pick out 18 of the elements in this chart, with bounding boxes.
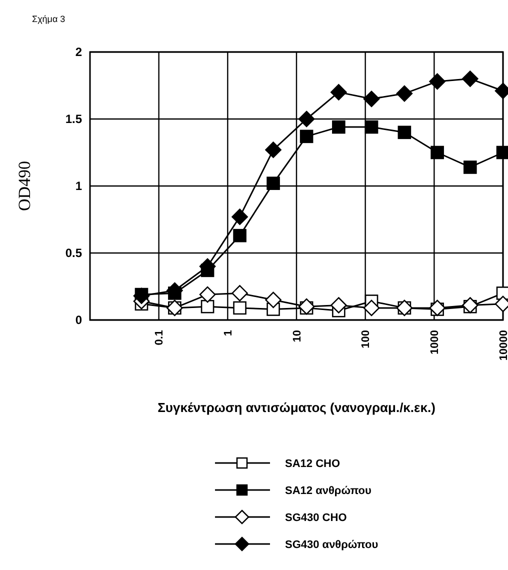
x-tick-label: 100 (360, 330, 372, 348)
y-tick-label: 0.5 (65, 246, 82, 260)
y-tick-label: 1 (75, 179, 82, 194)
y-tick-label: 1.5 (65, 112, 82, 126)
y-tick-label: 2 (75, 45, 82, 60)
x-tick-label: 1000 (429, 330, 442, 354)
y-tick-label: 0 (75, 313, 82, 328)
x-tick-label: 0.1 (154, 330, 166, 346)
legend-label: SA12 ανθρώπου (285, 484, 372, 497)
y-axis-title: OD490 (15, 160, 34, 212)
x-tick-label: 10 (291, 330, 304, 342)
chart-title: Σχήμα 3 (32, 14, 66, 24)
legend-label: SG430 ανθρώπου (285, 538, 378, 551)
x-axis-title: Συγκέντρωση αντισώματος (νανογραμ./κ.εκ.) (158, 400, 436, 415)
legend-label: SG430 CHO (285, 512, 348, 524)
legend-label: SA12 CHO (285, 458, 340, 470)
x-tick-label: 10000 (498, 330, 508, 361)
x-tick-label: 1 (222, 330, 235, 336)
